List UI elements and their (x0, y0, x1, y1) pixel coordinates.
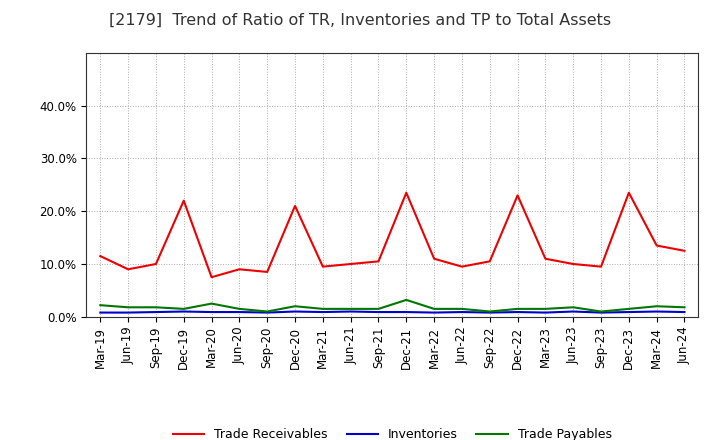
Inventories (402, 309, 410, 315)
Legend: Trade Receivables, Inventories, Trade Payables: Trade Receivables, Inventories, Trade Pa… (168, 423, 617, 440)
Trade Receivables (152, 261, 161, 267)
Trade Receivables (96, 253, 104, 259)
Inventories (263, 310, 271, 315)
Trade Payables (430, 306, 438, 312)
Inventories (624, 309, 633, 315)
Trade Receivables (318, 264, 327, 269)
Trade Payables (541, 306, 550, 312)
Inventories (96, 310, 104, 315)
Trade Payables (263, 309, 271, 314)
Inventories (235, 309, 243, 315)
Trade Receivables (402, 190, 410, 195)
Trade Receivables (179, 198, 188, 203)
Trade Payables (207, 301, 216, 306)
Trade Receivables (374, 259, 383, 264)
Trade Receivables (124, 267, 132, 272)
Inventories (458, 309, 467, 315)
Trade Receivables (513, 193, 522, 198)
Trade Receivables (680, 248, 689, 253)
Trade Payables (513, 306, 522, 312)
Trade Receivables (485, 259, 494, 264)
Trade Receivables (624, 190, 633, 195)
Trade Payables (458, 306, 467, 312)
Trade Payables (124, 304, 132, 310)
Trade Payables (402, 297, 410, 303)
Inventories (291, 309, 300, 314)
Trade Receivables (541, 256, 550, 261)
Inventories (680, 309, 689, 315)
Inventories (207, 309, 216, 315)
Trade Receivables (207, 275, 216, 280)
Trade Receivables (291, 203, 300, 209)
Trade Receivables (346, 261, 355, 267)
Inventories (152, 309, 161, 315)
Trade Receivables (569, 261, 577, 267)
Trade Receivables (263, 269, 271, 275)
Line: Trade Payables: Trade Payables (100, 300, 685, 312)
Inventories (485, 310, 494, 315)
Inventories (430, 310, 438, 315)
Inventories (374, 309, 383, 315)
Inventories (346, 309, 355, 314)
Trade Payables (235, 306, 243, 312)
Trade Payables (346, 306, 355, 312)
Trade Payables (318, 306, 327, 312)
Trade Payables (652, 304, 661, 309)
Inventories (541, 310, 550, 315)
Line: Trade Receivables: Trade Receivables (100, 193, 685, 277)
Text: [2179]  Trend of Ratio of TR, Inventories and TP to Total Assets: [2179] Trend of Ratio of TR, Inventories… (109, 13, 611, 28)
Trade Payables (624, 306, 633, 312)
Trade Payables (152, 304, 161, 310)
Trade Payables (291, 304, 300, 309)
Trade Payables (597, 309, 606, 314)
Trade Receivables (430, 256, 438, 261)
Trade Payables (374, 306, 383, 312)
Trade Payables (96, 303, 104, 308)
Inventories (179, 309, 188, 314)
Trade Receivables (235, 267, 243, 272)
Inventories (124, 310, 132, 315)
Trade Receivables (458, 264, 467, 269)
Inventories (318, 309, 327, 315)
Trade Payables (569, 304, 577, 310)
Trade Payables (680, 304, 689, 310)
Trade Payables (485, 309, 494, 314)
Trade Payables (179, 306, 188, 312)
Trade Receivables (652, 243, 661, 248)
Inventories (513, 309, 522, 315)
Trade Receivables (597, 264, 606, 269)
Inventories (652, 309, 661, 314)
Inventories (569, 309, 577, 314)
Inventories (597, 310, 606, 315)
